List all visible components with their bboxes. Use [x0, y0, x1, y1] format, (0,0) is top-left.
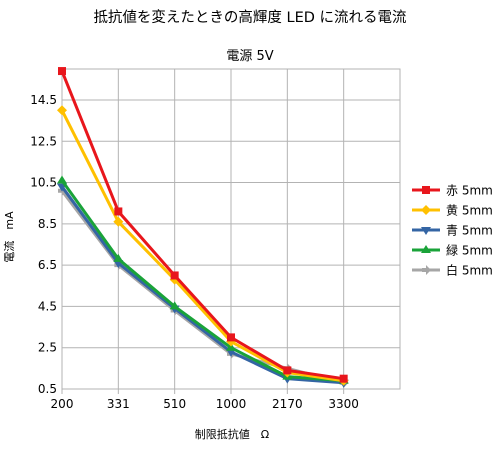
series-2 — [57, 105, 349, 386]
series-3 — [57, 183, 349, 388]
legend-marker — [421, 245, 431, 253]
data-point — [227, 333, 235, 342]
legend-item: 青 5mm — [412, 224, 493, 238]
legend-label: 緑 5mm — [446, 243, 493, 258]
x-tick-label: 200 — [51, 397, 74, 411]
data-point — [226, 348, 236, 357]
x-tick-label: 1000 — [216, 397, 247, 411]
legend-label: 青 5mm — [446, 224, 493, 238]
y-tick-label: 6.5 — [38, 258, 57, 272]
series-line — [60, 109, 344, 383]
data-point — [226, 342, 236, 351]
data-point — [114, 207, 123, 216]
series-layer — [57, 67, 349, 388]
axes: 0.5 2.5 4.5 6.5 8.5 10.5 12.5 14.5 200 331 510 1000… — [30, 93, 359, 411]
y-tick-label: 8.5 — [38, 217, 57, 231]
series-line — [60, 179, 344, 383]
y-tick-label: 4.5 — [38, 299, 57, 313]
x-tick-label: 510 — [163, 397, 186, 411]
data-point — [339, 374, 348, 383]
y-tick-label: 10.5 — [30, 176, 57, 190]
y-tick-label: 2.5 — [38, 341, 57, 355]
legend-item: 黄 5mm — [412, 204, 493, 218]
legend-marker — [421, 227, 431, 235]
series-line — [60, 189, 345, 385]
series-4 — [57, 175, 349, 384]
chart-title: 抵抗値を変えたときの高輝度 LED に流れる電流 — [93, 9, 406, 26]
x-tick-label: 331 — [107, 397, 130, 411]
legend-item: 赤 5mm — [412, 184, 493, 198]
series-line — [60, 70, 344, 381]
data-point — [170, 271, 179, 280]
data-point — [113, 253, 124, 262]
data-point — [169, 301, 180, 310]
y-tick-label: 12.5 — [30, 134, 57, 148]
series-1 — [58, 67, 348, 383]
data-point — [57, 175, 67, 184]
legend-item: 緑 5mm — [412, 243, 493, 258]
legend-marker — [421, 205, 431, 215]
legend-marker — [422, 265, 431, 275]
x-axis-label: 制限抵抗値 Ω — [195, 427, 269, 441]
x-tick-label: 3300 — [328, 397, 359, 411]
data-point — [113, 216, 124, 227]
legend-label: 白 5mm — [446, 263, 493, 278]
x-tick-label: 2170 — [272, 397, 303, 411]
data-point — [283, 366, 292, 375]
chart-subtitle: 電源 5V — [226, 49, 273, 64]
legend-label: 赤 5mm — [446, 184, 493, 198]
y-tick-label: 0.5 — [38, 382, 57, 396]
data-point — [58, 67, 66, 76]
legend-item: 白 5mm — [412, 263, 493, 278]
series-5 — [58, 185, 349, 388]
legend-label: 黄 5mm — [446, 204, 493, 218]
legend-marker — [422, 186, 430, 194]
series-line — [60, 185, 344, 385]
y-tick-label: 14.5 — [30, 93, 57, 107]
legend: 赤 5mm 黄 5mm 青 5mm 緑 5mm 白 5mm — [412, 184, 493, 278]
data-point — [57, 105, 67, 116]
y-axis-label: 電流 mA — [2, 211, 16, 263]
